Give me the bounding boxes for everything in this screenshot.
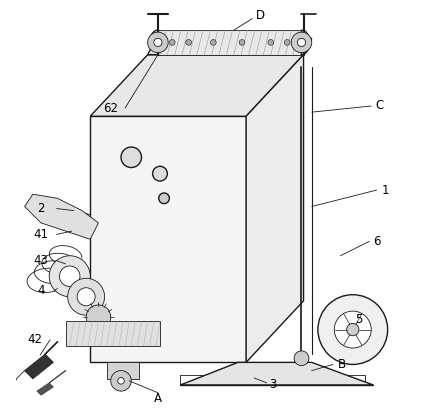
Text: 43: 43 [34, 254, 48, 267]
Circle shape [148, 32, 168, 53]
Bar [176, 198, 195, 209]
Text: 1: 1 [382, 184, 389, 197]
Polygon shape [66, 321, 160, 346]
Polygon shape [246, 55, 303, 362]
Text: D: D [256, 9, 265, 22]
Circle shape [86, 305, 111, 330]
Text: 2: 2 [37, 202, 45, 215]
Circle shape [159, 193, 169, 204]
Circle shape [284, 40, 290, 45]
Bar [154, 186, 172, 196]
Circle shape [68, 278, 105, 315]
Polygon shape [148, 38, 312, 55]
Text: 5: 5 [355, 313, 363, 326]
Polygon shape [25, 194, 98, 239]
Polygon shape [180, 362, 373, 385]
Circle shape [186, 40, 191, 45]
Polygon shape [90, 55, 303, 116]
Text: C: C [375, 100, 384, 112]
Text: 3: 3 [269, 378, 276, 392]
Circle shape [318, 295, 388, 364]
Circle shape [152, 166, 167, 181]
Circle shape [59, 266, 80, 287]
Polygon shape [25, 354, 53, 379]
Circle shape [154, 38, 162, 47]
Circle shape [294, 351, 309, 366]
Bar [152, 182, 213, 223]
Circle shape [77, 288, 95, 306]
Circle shape [118, 377, 124, 384]
Text: 41: 41 [34, 228, 48, 241]
Circle shape [291, 32, 312, 53]
Text: A: A [154, 392, 162, 405]
Polygon shape [90, 116, 246, 362]
Text: 4: 4 [37, 284, 45, 297]
Circle shape [49, 256, 90, 297]
Circle shape [268, 40, 274, 45]
Bar [154, 211, 172, 221]
Text: 62: 62 [103, 102, 118, 114]
Circle shape [111, 370, 131, 391]
Circle shape [297, 38, 306, 47]
Polygon shape [37, 383, 53, 395]
Bar [119, 174, 148, 192]
Circle shape [334, 311, 371, 348]
Circle shape [169, 40, 175, 45]
Polygon shape [107, 362, 140, 379]
Circle shape [210, 40, 216, 45]
Text: 6: 6 [373, 235, 380, 248]
Circle shape [346, 323, 359, 336]
Circle shape [121, 147, 141, 168]
Circle shape [239, 40, 245, 45]
Text: B: B [338, 358, 346, 371]
Bar [176, 186, 195, 196]
Polygon shape [158, 30, 302, 55]
Bar [154, 198, 172, 209]
Bar [176, 211, 195, 221]
Text: 42: 42 [27, 333, 43, 347]
